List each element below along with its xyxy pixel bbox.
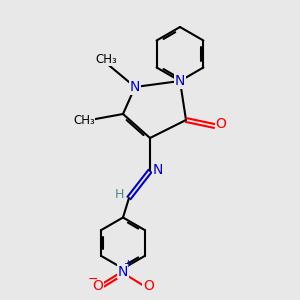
Text: O: O [143, 280, 154, 293]
Text: −: − [88, 272, 98, 286]
Text: N: N [175, 74, 185, 88]
Text: CH₃: CH₃ [73, 113, 95, 127]
Text: CH₃: CH₃ [96, 52, 117, 66]
Text: O: O [216, 118, 226, 131]
Text: H: H [115, 188, 124, 201]
Text: N: N [152, 163, 163, 176]
Text: +: + [124, 259, 133, 269]
Text: O: O [92, 280, 103, 293]
Text: N: N [118, 265, 128, 278]
Text: N: N [130, 80, 140, 94]
